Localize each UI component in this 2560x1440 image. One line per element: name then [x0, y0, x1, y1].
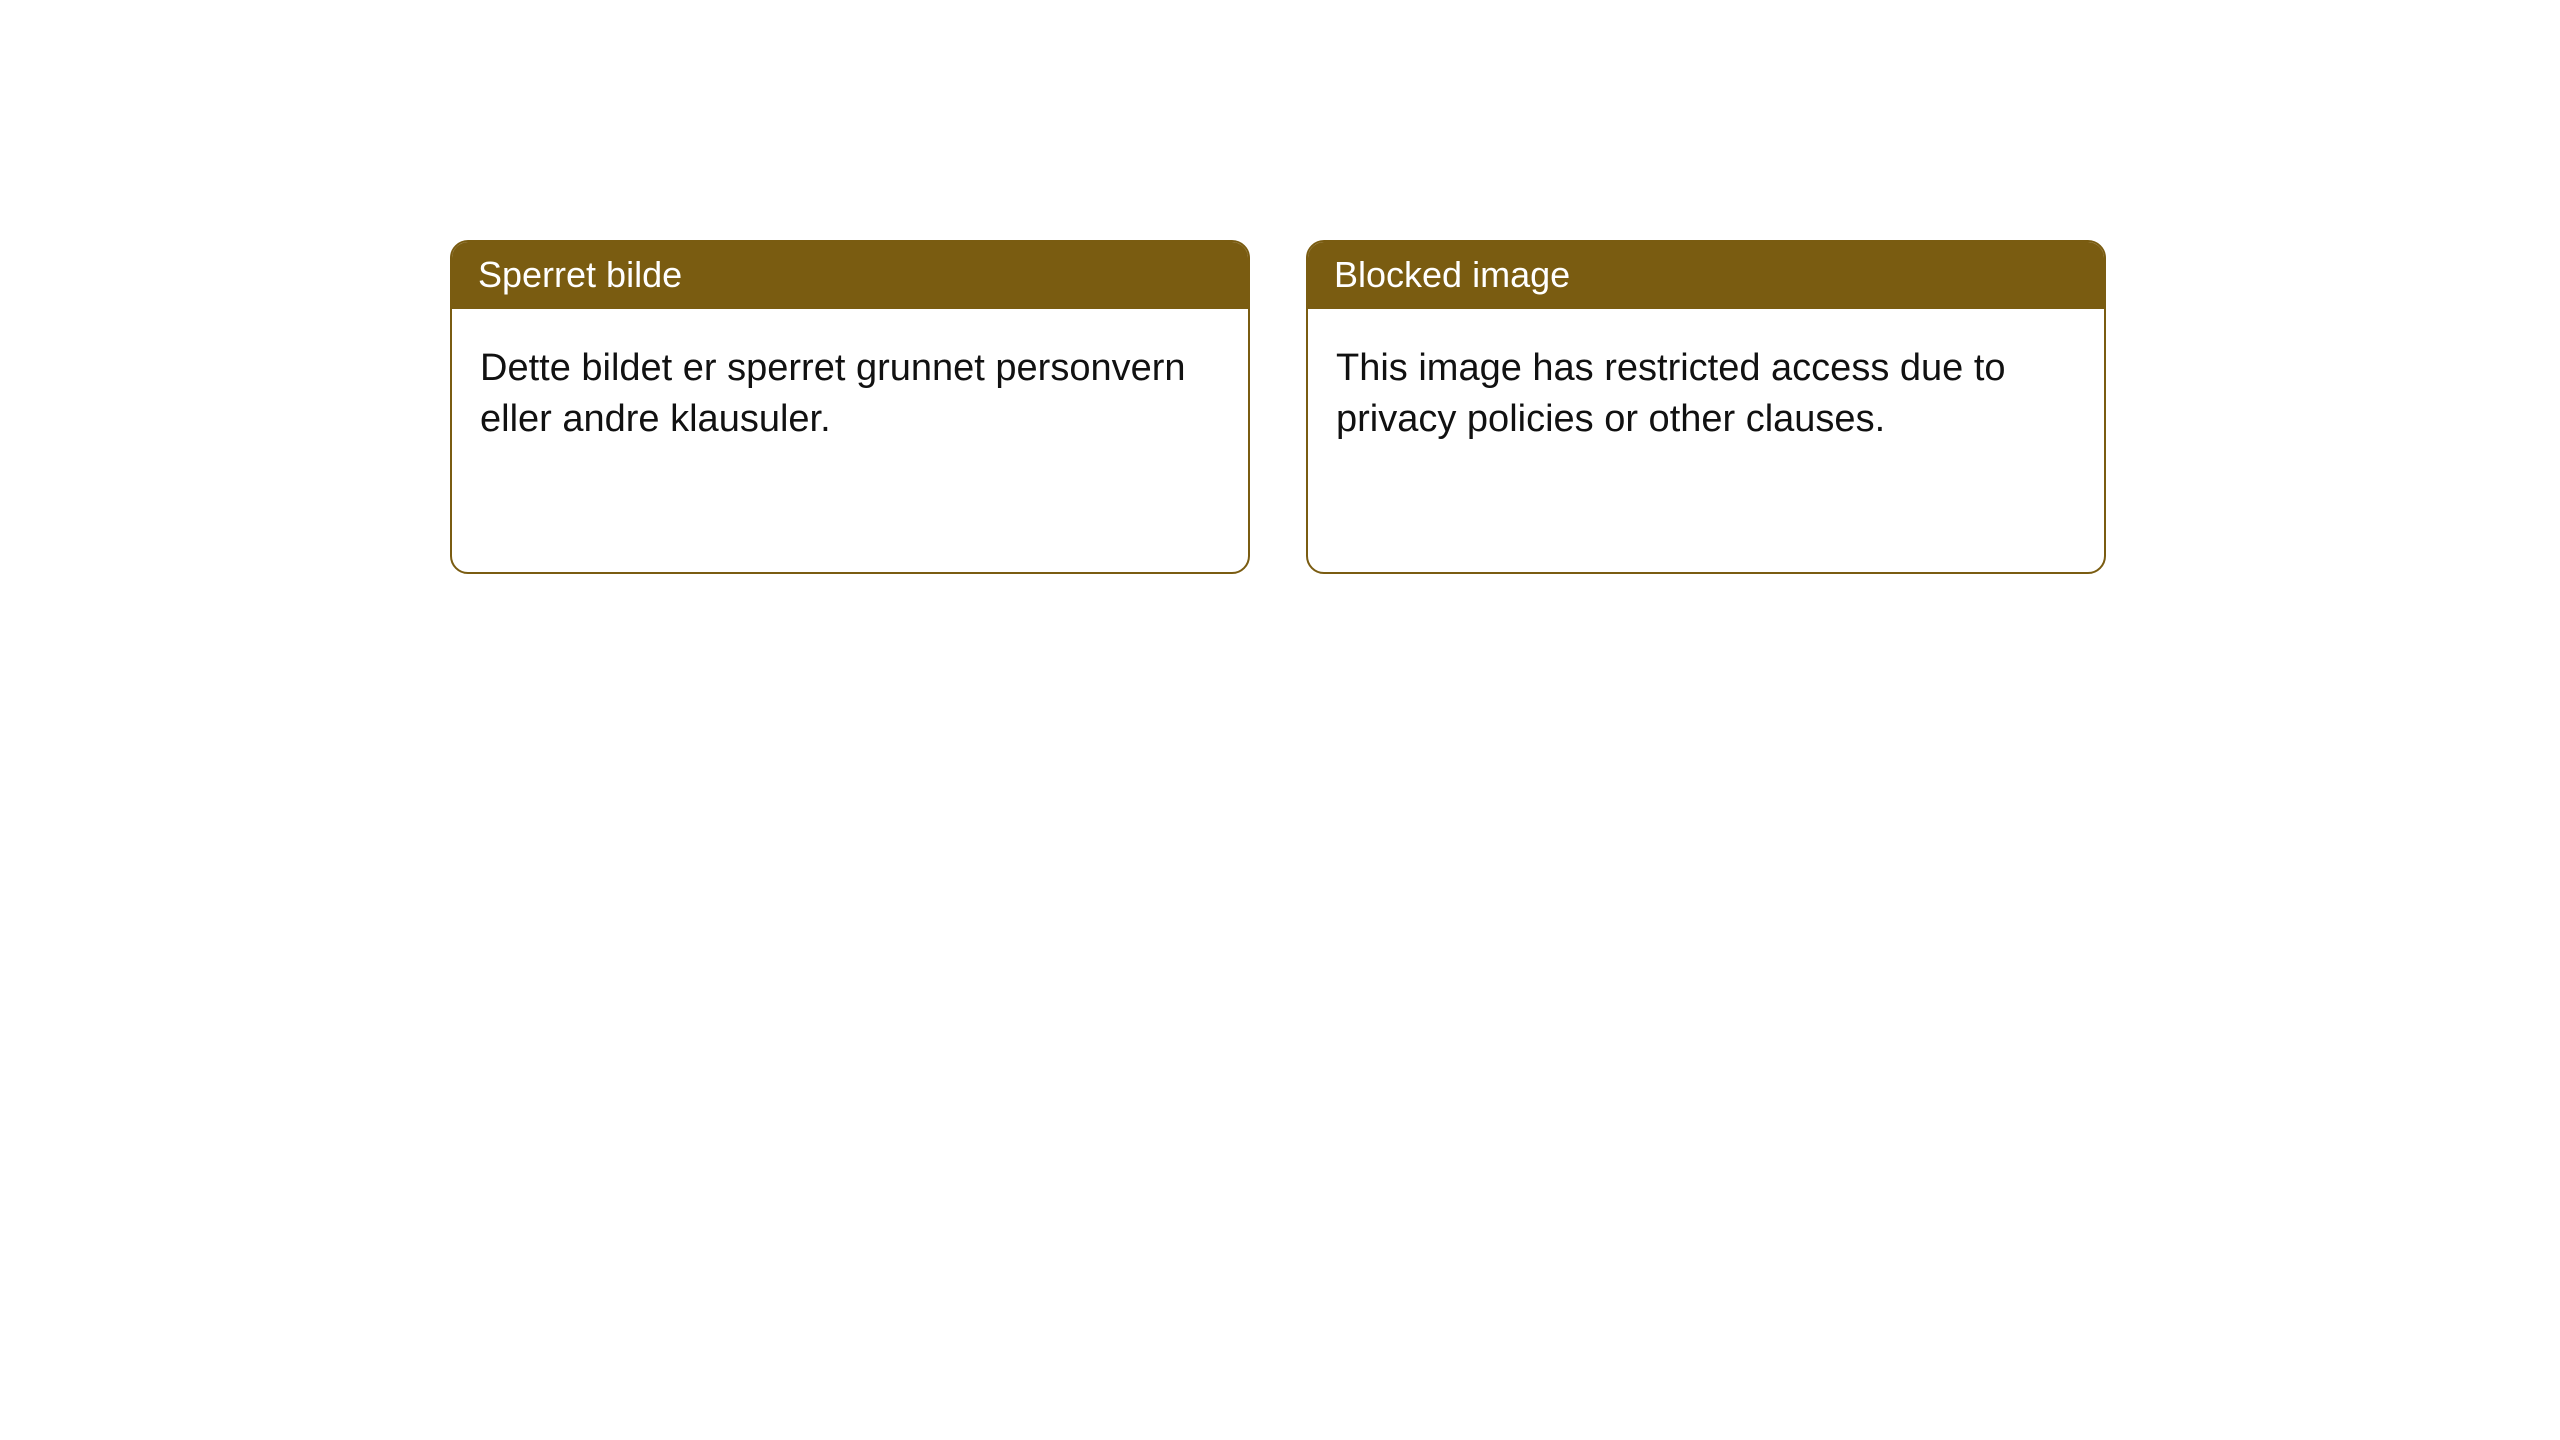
notice-card-norwegian: Sperret bilde Dette bildet er sperret gr… [450, 240, 1250, 574]
notice-container: Sperret bilde Dette bildet er sperret gr… [0, 0, 2560, 574]
notice-header: Sperret bilde [452, 242, 1248, 309]
notice-body: Dette bildet er sperret grunnet personve… [452, 309, 1248, 480]
notice-body: This image has restricted access due to … [1308, 309, 2104, 480]
notice-header: Blocked image [1308, 242, 2104, 309]
notice-card-english: Blocked image This image has restricted … [1306, 240, 2106, 574]
